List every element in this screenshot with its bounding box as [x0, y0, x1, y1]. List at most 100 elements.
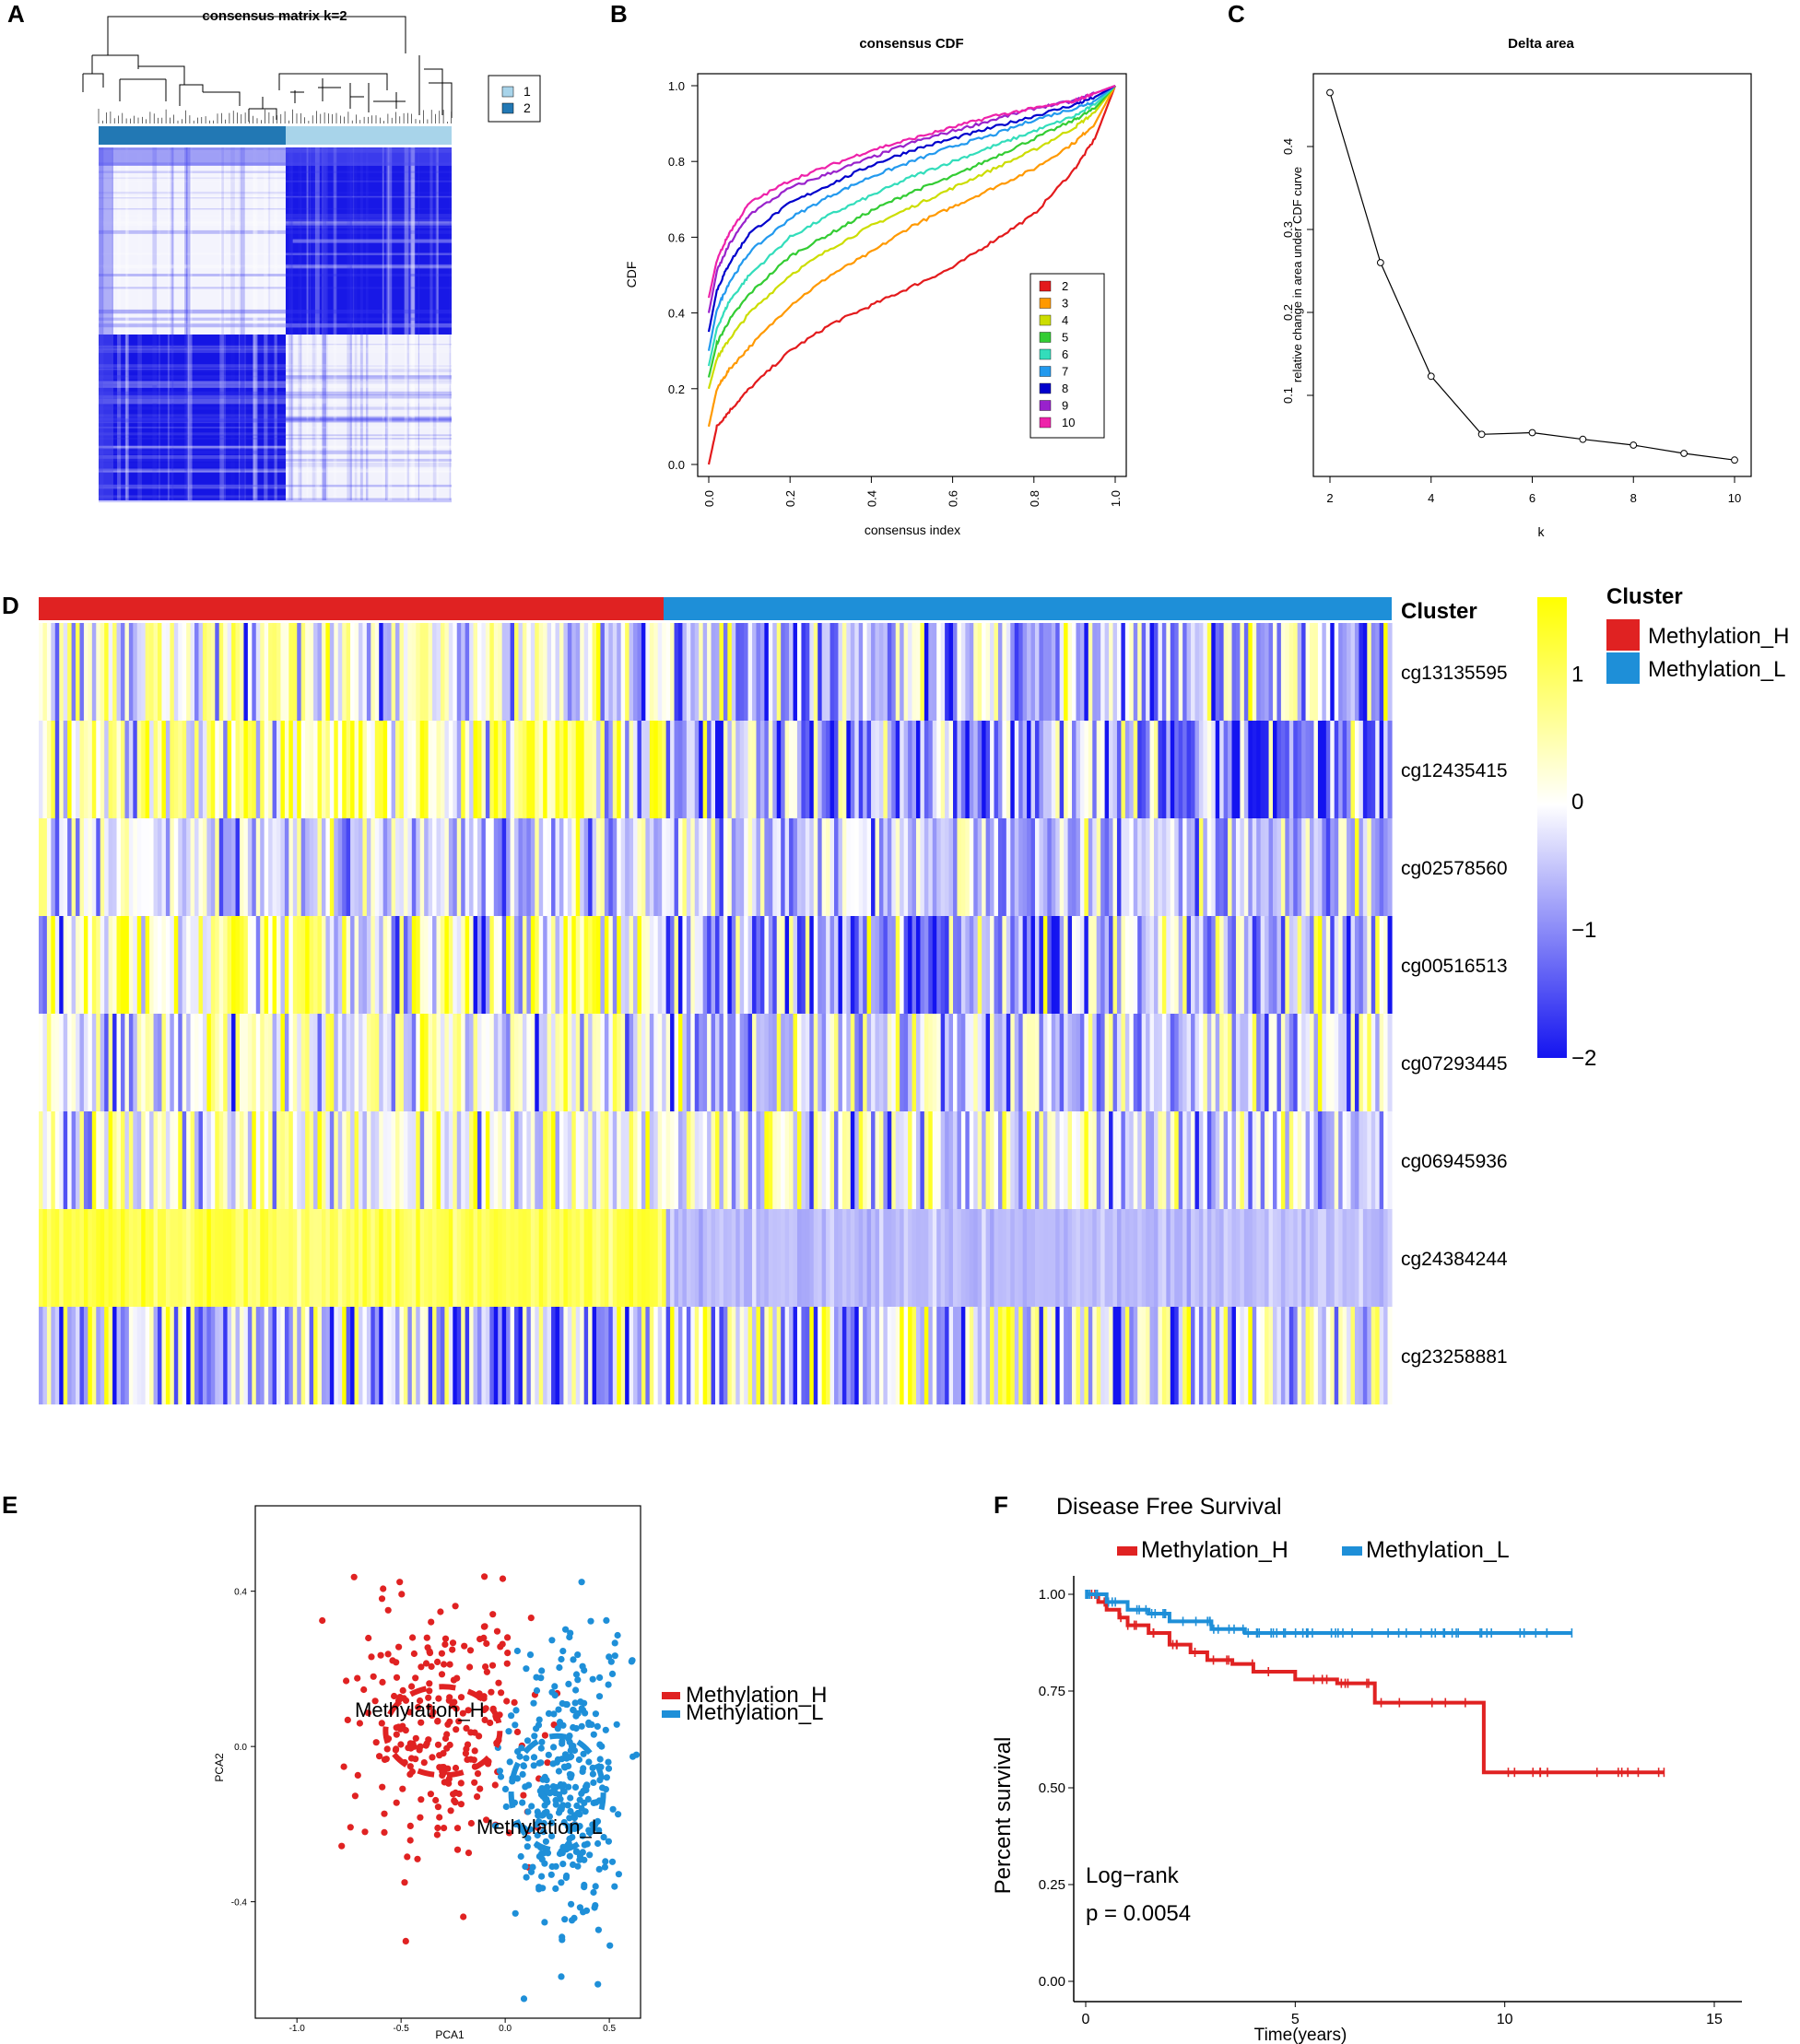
heatmap-cell	[924, 916, 929, 1014]
heatmap-cell	[973, 1014, 979, 1111]
heatmap-cell	[702, 1307, 708, 1404]
block-c2-bottom	[99, 334, 286, 500]
row-label: cg23258881	[1401, 1346, 1508, 1368]
heatmap-cell	[1256, 1307, 1262, 1404]
heatmap-cell	[887, 916, 892, 1014]
heatmap-cell	[108, 1111, 113, 1209]
heatmap-cell	[1354, 1111, 1360, 1209]
heatmap-stripe	[99, 317, 452, 321]
heatmap-cell	[903, 1014, 909, 1111]
heatmap-cell	[379, 1307, 384, 1404]
heatmap-cell	[1272, 1014, 1278, 1111]
heatmap-cell	[395, 623, 401, 721]
heatmap-cell	[1322, 818, 1327, 916]
heatmap-cell	[657, 1014, 663, 1111]
heatmap-cell	[969, 1014, 974, 1111]
scatter-point-l	[516, 1753, 524, 1760]
heatmap-cell	[116, 721, 122, 818]
heatmap-cell	[1055, 1209, 1061, 1307]
heatmap-cell	[723, 1307, 728, 1404]
scatter-point-h	[504, 1650, 512, 1657]
heatmap-cell	[419, 818, 425, 916]
heatmap-cell	[641, 1014, 646, 1111]
heatmap-cell	[567, 1307, 572, 1404]
heatmap-cell	[145, 1209, 150, 1307]
heatmap-cell	[173, 1209, 179, 1307]
heatmap-cell	[1243, 818, 1249, 916]
y-tick-label: 1.0	[668, 79, 685, 93]
heatmap-cell	[518, 1307, 524, 1404]
heatmap-cell	[128, 721, 134, 818]
heatmap-cell	[108, 1014, 113, 1111]
heatmap-cell	[1231, 1014, 1237, 1111]
heatmap-cell	[260, 916, 265, 1014]
heatmap-cell	[547, 721, 552, 818]
scatter-point-l	[596, 1741, 604, 1748]
heatmap-cell	[1280, 1209, 1286, 1307]
heatmap-cell	[116, 1307, 122, 1404]
scatter-point-l	[558, 1655, 565, 1663]
heatmap-cell	[781, 1209, 786, 1307]
heatmap-cell	[711, 1209, 716, 1307]
heatmap-cell	[1268, 916, 1274, 1014]
heatmap-cell	[1260, 818, 1265, 916]
heatmap-cell	[617, 1014, 622, 1111]
heatmap-cell	[1022, 1209, 1028, 1307]
heatmap-cell	[1088, 916, 1093, 1014]
heatmap-cell	[563, 1014, 569, 1111]
heatmap-cell	[1367, 1307, 1372, 1404]
heatmap-cell	[1334, 1307, 1339, 1404]
heatmap-cell	[530, 818, 535, 916]
scatter-point-h	[471, 1729, 478, 1736]
heatmap-cell	[1347, 1014, 1352, 1111]
heatmap-cell	[1203, 1111, 1208, 1209]
scatter-point-l	[559, 1936, 566, 1944]
heatmap-cell	[977, 623, 982, 721]
heatmap-cell	[346, 623, 351, 721]
heatmap-cell	[1121, 1307, 1126, 1404]
y-tick-label: 0.75	[1039, 1684, 1065, 1699]
scatter-point-h	[415, 1703, 422, 1711]
heatmap-cell	[575, 818, 581, 916]
heatmap-stripe	[429, 147, 433, 500]
heatmap-cell	[1276, 721, 1282, 818]
heatmap-stripe	[99, 177, 452, 180]
heatmap-cell	[994, 1014, 999, 1111]
heatmap-cell	[878, 1209, 884, 1307]
heatmap-cell	[1310, 818, 1315, 916]
heatmap-cell	[399, 1111, 405, 1209]
heatmap-cell	[1161, 1014, 1167, 1111]
heatmap-cell	[292, 721, 298, 818]
heatmap-cell	[432, 1111, 438, 1209]
scatter-point-l	[570, 1723, 577, 1732]
scatter-point-l	[506, 1758, 513, 1766]
heatmap-cell	[915, 1307, 922, 1404]
heatmap-cell	[1322, 916, 1327, 1014]
heatmap-cell	[805, 1307, 810, 1404]
heatmap-cell	[936, 1111, 942, 1209]
heatmap-cell	[982, 818, 987, 916]
heatmap-cell	[1092, 818, 1098, 916]
heatmap-cell	[190, 1209, 195, 1307]
heatmap-cell	[190, 721, 195, 818]
heatmap-cell	[161, 1209, 167, 1307]
heatmap-cell	[1371, 1307, 1376, 1404]
heatmap-cell	[781, 1111, 786, 1209]
heatmap-cell	[428, 1307, 433, 1404]
heatmap-cell	[407, 916, 413, 1014]
scatter-point-h	[428, 1618, 435, 1626]
delta-point	[1731, 456, 1738, 464]
heatmap-cell	[1265, 1209, 1270, 1307]
heatmap-cell	[1092, 1307, 1098, 1404]
heatmap-cell	[821, 1209, 827, 1307]
heatmap-cell	[481, 1014, 487, 1111]
heatmap-cell	[1371, 623, 1376, 721]
scatter-point-l	[566, 1815, 573, 1822]
heatmap-cell	[317, 1307, 323, 1404]
heatmap-cell	[1317, 916, 1323, 1014]
heatmap-cell	[1313, 721, 1319, 818]
heatmap-cell	[829, 1307, 835, 1404]
heatmap-cell	[1166, 1209, 1171, 1307]
heatmap-cell	[202, 916, 207, 1014]
heatmap-cell	[908, 1209, 913, 1307]
